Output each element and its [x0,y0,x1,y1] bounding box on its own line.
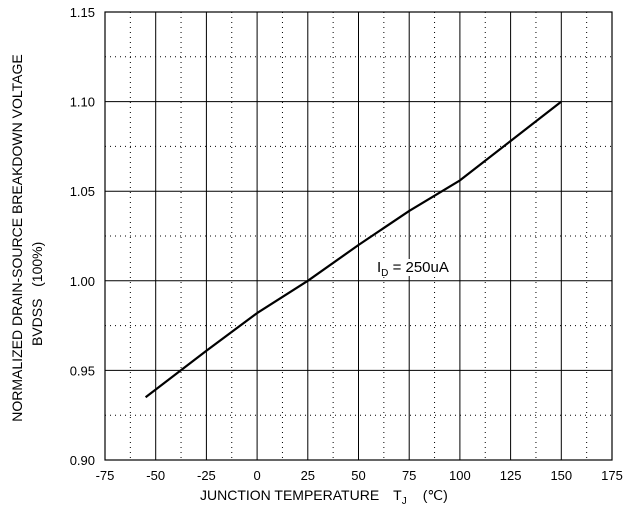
y-tick-label: 0.95 [70,363,95,378]
x-tick-label: 175 [601,468,623,483]
y-tick-label: 1.05 [70,184,95,199]
current-annotation: ID = 250uA [375,259,455,279]
x-tick-label: 125 [500,468,522,483]
x-tick-label: -50 [146,468,165,483]
x-axis-unit: (℃) [422,487,448,503]
y-axis-label-line-2: BVDSS (100%) [29,241,45,346]
x-tick-label: 150 [550,468,572,483]
x-axis-label-text: JUNCTION TEMPERATURE [200,487,380,503]
x-tick-label: -75 [96,468,115,483]
x-tick-label: 0 [253,468,260,483]
plot-frame [104,11,613,461]
x-tick-label: 100 [449,468,471,483]
x-axis-symbol-subscript: J [401,496,407,507]
y-tick-label: 0.90 [70,453,95,468]
annotation-symbol: I [377,259,382,276]
tick-labels: -75 -50 -25 0 25 50 75 100 125 150 175 0.90 0.95 1.00… [70,5,623,483]
y-tick-label: 1.00 [70,274,95,289]
grid [104,11,613,461]
x-tick-label: -25 [197,468,216,483]
annotation-subscript: D [381,268,389,279]
x-axis-symbol: T [393,487,402,503]
x-tick-label: 25 [301,468,315,483]
series [144,100,562,399]
x-tick-label: 50 [351,468,365,483]
x-tick-label: 75 [402,468,416,483]
plot-frame-border [104,11,613,461]
series-line [144,100,562,399]
y-axis-label-line-1: NORMALIZED DRAIN-SOURCE BREAKDOWN VOLTAG… [9,54,25,422]
y-tick-label: 1.15 [70,5,95,20]
y-tick-label: 1.10 [70,95,95,110]
x-axis-label: JUNCTION TEMPERATURE TJ (℃) [200,487,448,507]
annotation-value: = 250uA [388,259,449,276]
